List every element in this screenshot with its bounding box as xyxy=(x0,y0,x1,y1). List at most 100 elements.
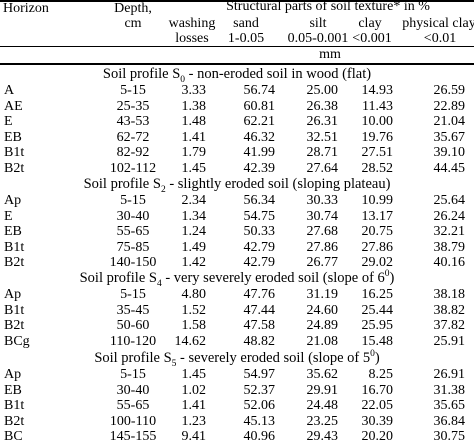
silt-cell: 28.71 xyxy=(306,145,339,160)
section-title-subscript: 2 xyxy=(160,184,166,195)
section-title: Soil profile S5 - severely eroded soil (… xyxy=(94,349,379,368)
physical-clay-cell: 44.45 xyxy=(433,160,466,176)
clay-cell: 14.93 xyxy=(361,83,394,98)
clay-cell: 11.43 xyxy=(362,98,393,114)
washing-losses-cell: 3.33 xyxy=(181,83,207,98)
horizon-cell: BCg xyxy=(4,333,30,349)
silt-cell: 29.43 xyxy=(306,429,339,443)
section-title-text: ) xyxy=(389,270,395,286)
depth-cell: 43-53 xyxy=(116,114,150,129)
clay-cell: 22.05 xyxy=(361,398,394,413)
depth-cell: 75-85 xyxy=(116,239,150,255)
sand-cell: 41.99 xyxy=(243,145,276,160)
horizon-cell: A xyxy=(4,83,15,98)
section-title: Soil profile S4 - very severely eroded s… xyxy=(80,269,395,289)
horizon-cell: B2t xyxy=(4,255,25,270)
horizon-cell: Ap xyxy=(4,367,22,382)
section-title-subscript: 0 xyxy=(180,74,186,85)
silt-cell: 27.86 xyxy=(306,239,339,255)
depth-header: Depth, xyxy=(114,1,152,16)
physical-clay-cell: 21.04 xyxy=(433,114,466,129)
clay-cell: 25.95 xyxy=(361,318,394,333)
washing-losses-cell: 14.62 xyxy=(174,333,207,349)
physical-clay-header: physical clay xyxy=(402,16,474,31)
clay-cell: 13.17 xyxy=(361,208,394,224)
silt-cell: 23.25 xyxy=(306,413,339,429)
washing-losses-cell: 1.41 xyxy=(181,398,207,413)
horizon-cell: EB xyxy=(4,129,22,145)
sand-cell: 40.96 xyxy=(243,429,276,443)
physical-clay-cell: 25.64 xyxy=(433,193,466,208)
horizon-cell: B2t xyxy=(4,160,25,176)
washing-losses-cell: 1.52 xyxy=(181,302,207,318)
sand-cell: 60.81 xyxy=(243,98,276,114)
silt-cell: 26.38 xyxy=(306,98,339,114)
clay-cell: 27.51 xyxy=(361,145,394,160)
physical-clay-cell: 37.82 xyxy=(433,318,466,333)
header-mid-rule xyxy=(0,46,474,47)
clay-cell: 16.25 xyxy=(361,287,394,302)
clay-cell: 30.39 xyxy=(361,413,394,429)
sand-cell: 42.39 xyxy=(243,160,276,176)
washing-losses-cell: 1.49 xyxy=(181,239,207,255)
depth-cell: 55-65 xyxy=(116,398,150,413)
washing-losses-cell: 1.23 xyxy=(181,413,207,429)
silt-range-header: 0.05-0.001 xyxy=(287,31,349,46)
header-bottom-rule xyxy=(0,63,474,65)
washing-losses-cell: 9.41 xyxy=(181,429,207,443)
horizon-cell: EB xyxy=(4,224,22,239)
depth-cell: 55-65 xyxy=(116,224,150,239)
horizon-cell: B1t xyxy=(4,302,25,318)
silt-cell: 24.60 xyxy=(306,302,339,318)
section-title-text: - slightly eroded soil (sloping plateau) xyxy=(165,176,391,192)
clay-cell: 25.44 xyxy=(361,302,394,318)
structural-parts-header: Structural parts of soil texture* in % xyxy=(226,0,430,14)
clay-cell: 15.48 xyxy=(361,333,394,349)
washing-losses-cell: 1.58 xyxy=(181,318,207,333)
horizon-cell: Ap xyxy=(4,287,22,302)
sand-cell: 52.37 xyxy=(243,382,276,398)
depth-cell: 30-40 xyxy=(116,382,150,398)
horizon-cell: BC xyxy=(4,429,23,443)
clay-cell: 29.02 xyxy=(361,255,394,270)
silt-cell: 25.00 xyxy=(306,83,339,98)
physical-clay-cell: 30.75 xyxy=(433,429,466,443)
mm-unit-header: mm xyxy=(319,47,341,62)
physical-clay-cell: 39.10 xyxy=(433,145,466,160)
silt-cell: 21.08 xyxy=(306,333,339,349)
horizon-cell: B2t xyxy=(4,413,25,429)
silt-cell: 27.68 xyxy=(306,224,339,239)
physical-clay-cell: 35.65 xyxy=(433,398,466,413)
depth-cell: 35-45 xyxy=(116,302,150,318)
silt-cell: 30.74 xyxy=(306,208,339,224)
physical-clay-cell: 26.91 xyxy=(433,367,466,382)
depth-cell: 5-15 xyxy=(120,287,146,302)
silt-cell: 24.89 xyxy=(306,318,339,333)
silt-cell: 35.62 xyxy=(306,367,339,382)
silt-cell: 32.51 xyxy=(306,129,339,145)
sand-cell: 56.34 xyxy=(243,193,276,208)
depth-cell: 30-40 xyxy=(116,208,150,224)
washing-losses-cell: 1.45 xyxy=(181,367,207,382)
clay-range-header: <0.001 xyxy=(352,31,392,46)
sand-cell: 48.82 xyxy=(243,333,276,349)
physical-clay-cell: 26.59 xyxy=(433,83,466,98)
horizon-cell: B1t xyxy=(4,239,25,255)
silt-cell: 31.19 xyxy=(306,287,339,302)
silt-cell: 27.64 xyxy=(306,160,339,176)
clay-cell: 16.70 xyxy=(361,382,394,398)
sand-cell: 47.58 xyxy=(243,318,276,333)
clay-header: clay xyxy=(358,16,382,31)
horizon-cell: E xyxy=(4,114,13,129)
depth-cell: 5-15 xyxy=(120,193,146,208)
section-title-text: Soil profile S xyxy=(94,350,172,366)
sand-range-header: 1-0.05 xyxy=(227,31,265,46)
section-title-superscript: 0 xyxy=(384,269,390,280)
depth-cell: 5-15 xyxy=(120,83,146,98)
physical-clay-cell: 22.89 xyxy=(433,98,466,114)
depth-cell: 50-60 xyxy=(116,318,150,333)
section-title-text: - severely eroded soil (slope of 5 xyxy=(176,350,371,366)
clay-cell: 10.99 xyxy=(361,193,394,208)
section-title-subscript: 4 xyxy=(156,278,162,289)
sand-cell: 46.32 xyxy=(243,129,276,145)
